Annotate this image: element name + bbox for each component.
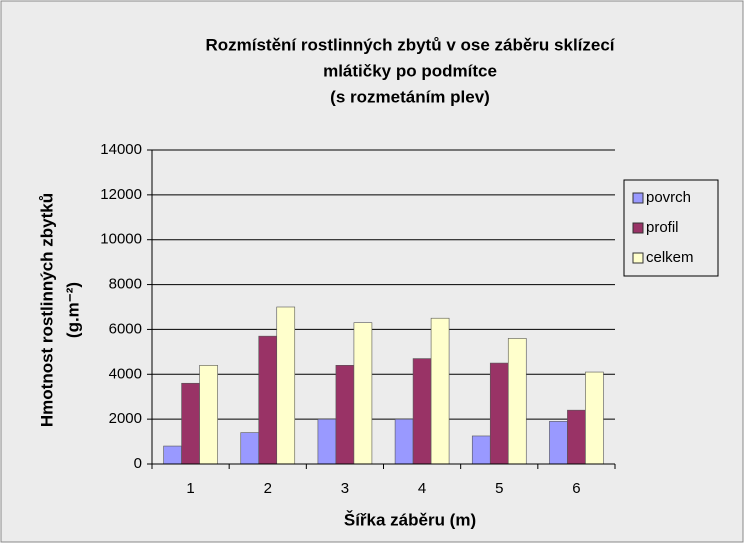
- y-axis-title: (g.m⁻²): [63, 282, 82, 338]
- y-tick-label: 2000: [109, 410, 142, 427]
- y-tick-label: 12000: [100, 186, 142, 203]
- bar: [335, 365, 355, 465]
- legend-label: profil: [646, 219, 679, 236]
- bar: [163, 445, 182, 465]
- x-tick-label: 1: [186, 480, 194, 497]
- bar: [489, 362, 509, 465]
- bar: [507, 338, 527, 465]
- x-axis-title: Šířka záběru (m): [344, 510, 476, 529]
- y-tick-label: 8000: [109, 276, 142, 293]
- bar: [471, 435, 491, 465]
- bar: [199, 365, 218, 465]
- y-tick-label: 6000: [109, 320, 142, 337]
- x-tick-label: 3: [341, 480, 349, 497]
- y-tick-label: 0: [134, 455, 142, 472]
- legend-swatch: [632, 222, 644, 234]
- y-tick-label: 14000: [100, 141, 142, 158]
- bar: [276, 306, 296, 465]
- y-tick-label: 10000: [100, 231, 142, 248]
- bar: [353, 322, 373, 465]
- x-tick-label: 2: [264, 480, 272, 497]
- x-tick-label: 5: [495, 480, 503, 497]
- bar: [549, 421, 568, 465]
- x-tick-label: 6: [572, 480, 580, 497]
- legend-swatch: [632, 252, 644, 264]
- legend-swatch: [632, 192, 644, 204]
- legend-label: povrch: [646, 189, 691, 206]
- y-tick-label: 4000: [109, 365, 142, 382]
- bar: [258, 335, 278, 465]
- chart-title: Rozmístění rostlinných zbytů v ose záběr…: [205, 35, 615, 54]
- y-axis-title: Hmotnost rostlinných zbytků: [37, 193, 56, 427]
- bar: [317, 418, 337, 465]
- bar: [394, 418, 414, 465]
- bar: [567, 409, 586, 465]
- x-tick-label: 4: [418, 480, 426, 497]
- chart-title: mlátičky po podmítce: [323, 61, 497, 80]
- bar: [585, 371, 604, 465]
- bar: [240, 432, 260, 465]
- bar: [430, 317, 450, 465]
- legend-label: celkem: [646, 249, 694, 266]
- bar: [181, 382, 200, 465]
- bar: [412, 358, 432, 465]
- chart-title: (s rozmetáním plev): [330, 87, 490, 106]
